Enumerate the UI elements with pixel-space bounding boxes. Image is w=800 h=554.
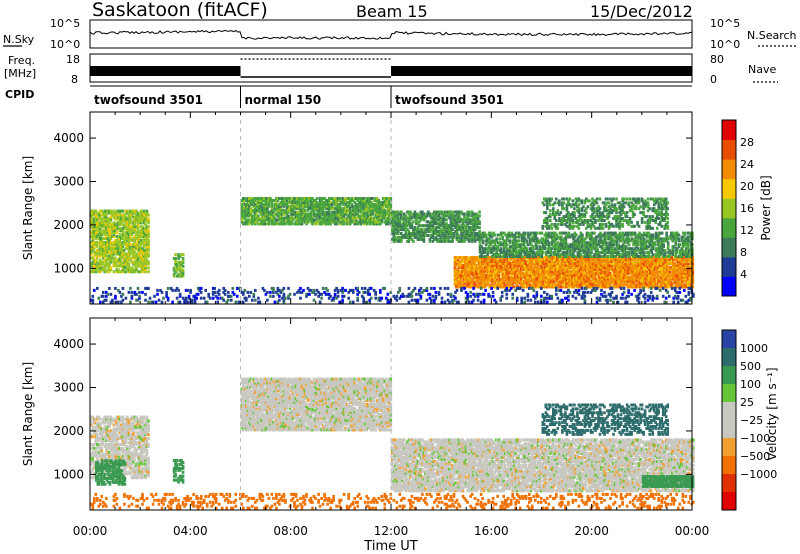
- scatter-cell: [147, 266, 150, 269]
- scatter-cell: [457, 234, 460, 237]
- noise-right-label: N.Search: [747, 29, 797, 42]
- cpid-segment-label: twofsound 3501: [94, 93, 203, 107]
- scatter-cell: [182, 253, 185, 256]
- cpid-row: CPID twofsound 3501 normal 150 twofsound 3…: [5, 86, 692, 108]
- scatter-cell: [96, 241, 99, 244]
- scatter-cell: [478, 211, 481, 214]
- freq-tick-top: 18: [66, 53, 80, 66]
- scatter-cell: [119, 233, 122, 236]
- scatter-cell: [182, 265, 185, 268]
- nave-label: Nave: [748, 63, 776, 76]
- scatter-cell: [478, 220, 481, 223]
- scatter-cell: [412, 220, 415, 223]
- scatter-cell: [509, 239, 512, 242]
- scatter-cell: [147, 253, 150, 256]
- noise-left-tick-bottom: 10^0: [50, 38, 80, 51]
- beam-title: Beam 15: [356, 2, 428, 21]
- power-scatter: [90, 197, 695, 304]
- scatter-cell: [147, 217, 150, 220]
- cpid-segments: twofsound 3501 normal 150 twofsound 3501: [94, 86, 504, 108]
- scatter-cell: [147, 214, 150, 217]
- scatter-cell: [182, 269, 185, 272]
- scatter-cell: [316, 197, 319, 200]
- scatter-cell: [512, 285, 515, 288]
- scatter-cell: [174, 253, 177, 256]
- scatter-cell: [482, 239, 485, 242]
- scatter-cell: [384, 209, 387, 212]
- freq-bar-segment: [90, 66, 241, 76]
- freq-panel: Freq. [MHz] 18 8 80 0 Nave: [4, 53, 778, 86]
- scatter-cell: [182, 257, 185, 260]
- noise-panel: N.Sky 10^5 10^0 10^5 10^0 N.Search: [3, 17, 798, 51]
- scatter-cell: [412, 240, 415, 243]
- scatter-cell: [147, 239, 150, 242]
- scatter-cell: [501, 236, 504, 239]
- scatter-cell: [421, 228, 424, 231]
- scatter-cell: [147, 270, 150, 273]
- scatter-cell: [116, 231, 119, 234]
- scatter-cell: [525, 247, 528, 250]
- scatter-cell: [489, 232, 492, 235]
- scatter-cell: [445, 218, 448, 221]
- freq-bars: [90, 59, 692, 77]
- scatter-cell: [110, 266, 113, 269]
- nave-tick-top: 80: [710, 53, 724, 66]
- cpid-segment-label: normal 150: [245, 93, 322, 107]
- freq-label-line2: [MHz]: [4, 67, 36, 80]
- scatter-cell: [146, 210, 149, 213]
- scatter-cell: [147, 261, 150, 264]
- scatter-cell: [521, 255, 524, 258]
- scatter-cell: [478, 214, 481, 217]
- scatter-cell: [427, 234, 430, 237]
- scatter-cell: [495, 237, 498, 240]
- noise-right-tick-top: 10^5: [710, 17, 740, 30]
- scatter-cell: [257, 215, 260, 218]
- station-title: Saskatoon (fitACF): [92, 0, 268, 21]
- scatter-cell: [390, 197, 393, 200]
- scatter-cell: [338, 197, 341, 200]
- scatter-cell: [463, 213, 466, 216]
- scatter-cell: [122, 210, 125, 213]
- noise-left-label: N.Sky: [3, 33, 35, 46]
- scatter-cell: [518, 239, 521, 242]
- noise-left-tick-top: 10^5: [50, 17, 80, 30]
- nave-tick-bottom: 0: [710, 73, 717, 86]
- rti-figure: Saskatoon (fitACF) Beam 15 15/Dec/2012 N…: [0, 0, 800, 554]
- scatter-cell: [129, 243, 132, 246]
- scatter-cell: [113, 270, 116, 273]
- cpid-label: CPID: [5, 88, 34, 101]
- scatter-cell: [506, 243, 509, 246]
- scatter-cell: [409, 211, 412, 214]
- scatter-cell: [468, 211, 471, 214]
- freq-label-line1: Freq.: [8, 54, 35, 67]
- freq-tick-bottom: 8: [71, 73, 78, 86]
- scatter-cell: [494, 234, 497, 237]
- scatter-cell: [128, 262, 131, 265]
- scatter-cell: [147, 229, 150, 232]
- noise-right-tick-bottom: 10^0: [710, 38, 740, 51]
- scatter-cell: [478, 226, 481, 229]
- noise-sky-line: [90, 31, 692, 40]
- scatter-cell: [485, 234, 488, 237]
- scatter-cell: [147, 225, 150, 228]
- scatter-cell: [451, 228, 454, 231]
- scatter-cell: [400, 211, 403, 214]
- scatter-cell: [500, 247, 503, 250]
- scatter-cell: [498, 237, 501, 240]
- scatter-cell: [524, 232, 527, 235]
- scatter-cell: [525, 239, 528, 242]
- freq-bar-segment: [391, 66, 692, 76]
- scatter-cell: [174, 257, 177, 260]
- cpid-segment-label: twofsound 3501: [395, 93, 504, 107]
- date-title: 15/Dec/2012: [590, 2, 693, 21]
- scatter-cell: [304, 209, 307, 212]
